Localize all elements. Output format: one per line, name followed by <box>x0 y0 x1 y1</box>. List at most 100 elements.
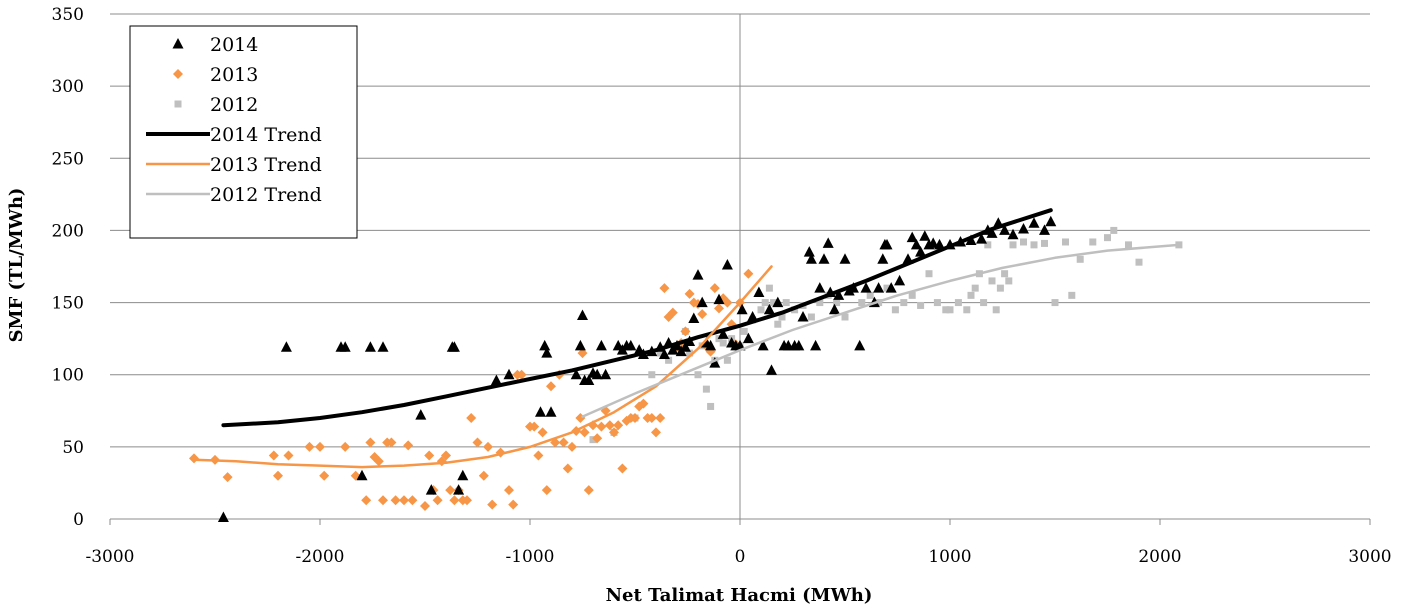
data-point <box>364 341 376 352</box>
data-point <box>684 288 695 299</box>
data-point <box>595 339 607 351</box>
data-point <box>304 441 315 452</box>
y-tick-label: 300 <box>52 77 84 97</box>
data-point <box>407 495 418 506</box>
data-point <box>707 402 715 410</box>
data-point <box>268 450 279 461</box>
data-point <box>487 499 498 510</box>
legend-label: 2014 <box>210 34 258 56</box>
trend-line-2012 <box>581 243 1181 418</box>
x-tick-label: 2000 <box>1138 547 1181 567</box>
data-point <box>963 306 971 314</box>
legend-swatch <box>172 38 184 49</box>
data-point <box>280 341 292 352</box>
y-tick-label: 200 <box>52 221 84 241</box>
legend-swatch <box>174 100 182 108</box>
data-point <box>483 441 493 452</box>
data-point <box>1005 277 1013 285</box>
data-point <box>533 450 544 461</box>
data-point <box>529 421 540 432</box>
data-point <box>721 259 733 270</box>
data-point <box>984 241 992 249</box>
data-point <box>596 421 607 432</box>
data-point <box>753 286 765 297</box>
data-point <box>891 306 899 314</box>
data-point <box>579 427 590 438</box>
data-point <box>999 224 1011 235</box>
data-point <box>1125 241 1132 249</box>
data-point <box>613 420 624 431</box>
y-tick-label: 0 <box>73 510 84 530</box>
data-point <box>793 339 805 351</box>
data-point <box>680 326 691 337</box>
data-point <box>807 313 815 321</box>
trend-line-2013 <box>192 265 773 469</box>
data-point <box>648 371 656 379</box>
data-point <box>386 437 397 448</box>
data-point <box>420 501 430 512</box>
data-point <box>567 441 577 452</box>
data-point <box>1007 228 1019 240</box>
y-tick-label: 350 <box>52 5 84 25</box>
data-point <box>1030 241 1038 249</box>
data-point <box>919 230 931 241</box>
data-point <box>646 413 657 423</box>
data-point <box>925 270 933 278</box>
legend-label: 2012 Trend <box>210 184 322 206</box>
y-tick-label: 100 <box>52 366 84 386</box>
data-point <box>562 463 573 474</box>
data-point <box>535 406 546 417</box>
trend-line-2014 <box>221 208 1053 428</box>
data-point <box>1051 299 1059 307</box>
data-point <box>1045 215 1057 227</box>
data-point <box>988 277 996 285</box>
data-point <box>803 246 815 257</box>
data-point <box>705 339 717 351</box>
y-tick-label: 50 <box>62 438 84 458</box>
data-point <box>971 284 979 292</box>
data-point <box>841 313 849 321</box>
data-point <box>883 284 891 292</box>
data-point <box>833 299 841 307</box>
data-point <box>539 339 551 351</box>
data-point <box>992 306 1000 314</box>
data-point <box>1020 238 1027 246</box>
data-point <box>189 453 199 464</box>
data-point <box>541 485 552 496</box>
legend: 2014 2013 2012 2014 Trend 2013 Trend 2012 Tre… <box>129 25 358 239</box>
data-point <box>713 293 725 305</box>
data-point <box>340 441 351 452</box>
data-point <box>604 420 615 431</box>
data-point <box>816 299 824 307</box>
data-point <box>900 299 908 307</box>
data-point <box>696 296 708 308</box>
data-point <box>1028 217 1040 228</box>
x-tick-label: -2000 <box>295 547 344 567</box>
data-point <box>356 469 368 481</box>
data-point <box>1135 258 1143 266</box>
data-point <box>810 339 822 351</box>
data-point <box>373 456 384 467</box>
data-point <box>976 233 987 244</box>
data-point <box>1076 255 1084 263</box>
data-point <box>659 283 670 294</box>
data-point <box>508 499 519 510</box>
x-tick-labels: -3000 -2000 -1000 0 1000 2000 3000 <box>85 547 1391 567</box>
data-point <box>894 274 906 286</box>
data-point <box>686 349 694 357</box>
data-point <box>765 284 773 292</box>
data-point <box>503 368 515 380</box>
data-point <box>424 450 435 461</box>
data-point <box>1001 270 1009 278</box>
axes <box>109 14 1371 525</box>
data-point <box>688 312 700 323</box>
data-point <box>877 253 889 264</box>
data-point <box>651 427 661 438</box>
data-point <box>415 409 427 420</box>
data-point <box>782 299 790 307</box>
data-point <box>772 296 784 308</box>
y-tick-label: 250 <box>52 149 84 169</box>
data-point <box>361 495 372 506</box>
data-point <box>656 349 664 357</box>
legend-label: 2013 <box>210 64 258 86</box>
